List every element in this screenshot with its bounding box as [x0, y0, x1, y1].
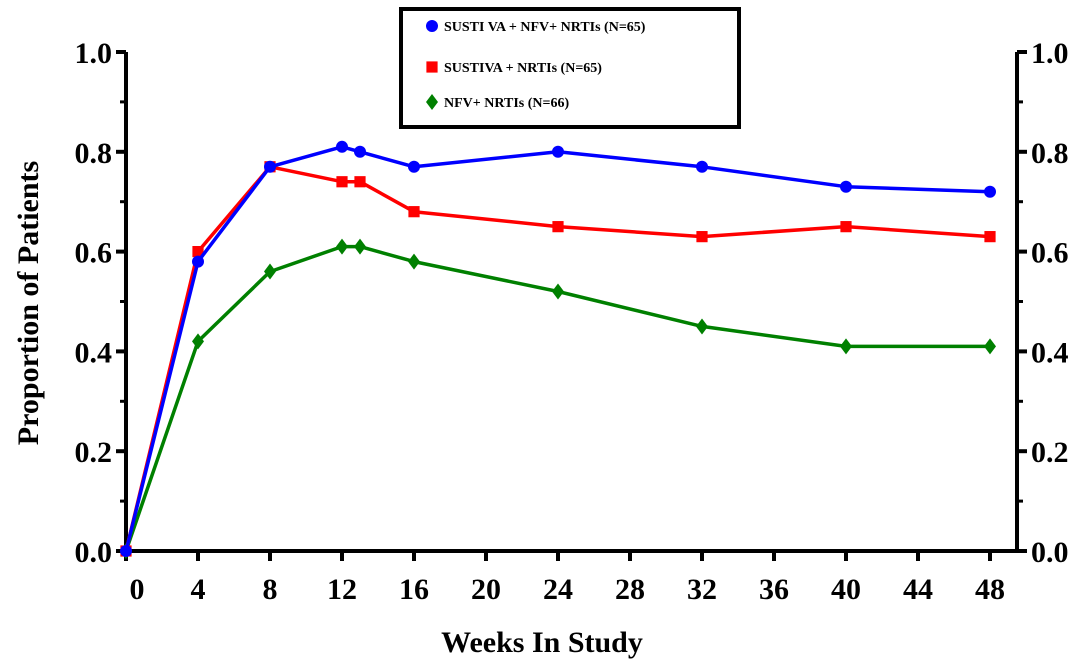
data-point	[840, 338, 852, 355]
data-point	[696, 160, 708, 173]
y-tick-label-right: 0.2	[1031, 436, 1069, 469]
data-point	[408, 206, 420, 218]
x-tick-label: 44	[903, 573, 933, 606]
x-tick-label: 48	[975, 573, 1005, 606]
x-tick-label: 20	[471, 573, 501, 606]
legend: SUSTI VA + NFV+ NRTIs (N=65) SUSTIVA + NR…	[399, 7, 741, 129]
data-point	[354, 238, 366, 255]
x-axis-title: Weeks In Study	[441, 626, 643, 659]
y-tick-label-left: 0.8	[75, 137, 113, 170]
y-tick-label-right: 0.6	[1031, 237, 1069, 270]
y-tick-label-left: 1.0	[75, 37, 113, 70]
series-layer	[120, 140, 996, 559]
series-line	[124, 244, 990, 552]
legend-box	[399, 7, 741, 129]
data-point	[984, 338, 996, 355]
legend-label: SUSTI VA + NFV+ NRTIs (N=65)	[444, 20, 646, 35]
y-tick-label-left: 0.0	[75, 536, 113, 569]
x-tick-label: 4	[191, 573, 206, 606]
data-point	[552, 145, 564, 158]
y-tick-label-left: 0.4	[75, 336, 113, 369]
y-tick-label-right: 0.4	[1031, 336, 1069, 369]
data-point	[840, 221, 852, 233]
data-point	[120, 545, 132, 557]
data-point	[336, 238, 348, 255]
data-point	[192, 333, 204, 350]
data-point	[336, 140, 348, 153]
data-point	[264, 263, 276, 280]
x-tick-label: 16	[399, 573, 429, 606]
x-tick-label: 28	[615, 573, 645, 606]
series-line	[124, 165, 991, 552]
x-tick-label: 40	[831, 573, 861, 606]
data-point	[192, 246, 204, 258]
x-tick-label: 36	[759, 573, 789, 606]
y-tick-label-right: 0.0	[1031, 536, 1069, 569]
data-point	[408, 160, 420, 173]
y-tick-label-right: 1.0	[1031, 37, 1069, 70]
legend-marker	[426, 20, 438, 32]
legend-marker	[426, 61, 438, 73]
data-point	[336, 176, 348, 188]
y-tick-label-left: 0.6	[75, 237, 113, 270]
legend-label: NFV+ NRTIs (N=66)	[444, 96, 569, 111]
x-tick-label: 0	[130, 573, 145, 606]
data-point	[984, 231, 996, 243]
data-point	[264, 160, 276, 173]
x-tick-label: 12	[327, 573, 357, 606]
ticks: 0.0 0.00.2 0.20.4 0.40.6 0.60.8 0.81.0 1.00 4 8 1…	[75, 37, 1069, 606]
data-point	[552, 283, 564, 300]
data-point	[408, 253, 420, 270]
y-axis-title: Proportion of Patients	[12, 161, 45, 445]
y-tick-label-right: 0.8	[1031, 137, 1069, 170]
legend-label: SUSTIVA + NRTIs (N=65)	[444, 61, 602, 76]
data-point	[696, 231, 708, 243]
series-1	[120, 161, 996, 557]
x-tick-label: 32	[687, 573, 717, 606]
series-0	[120, 140, 996, 557]
data-point	[984, 185, 996, 198]
data-point	[354, 176, 366, 188]
y-tick-label-left: 0.2	[75, 436, 113, 469]
series-2	[120, 238, 996, 559]
data-point	[696, 318, 708, 335]
data-point	[354, 145, 366, 158]
legend-marker	[426, 94, 438, 110]
data-point	[552, 221, 564, 233]
x-tick-label: 24	[543, 573, 573, 606]
x-tick-label: 8	[263, 573, 278, 606]
data-point	[840, 180, 852, 193]
series-line	[124, 145, 991, 552]
data-point	[192, 255, 204, 268]
